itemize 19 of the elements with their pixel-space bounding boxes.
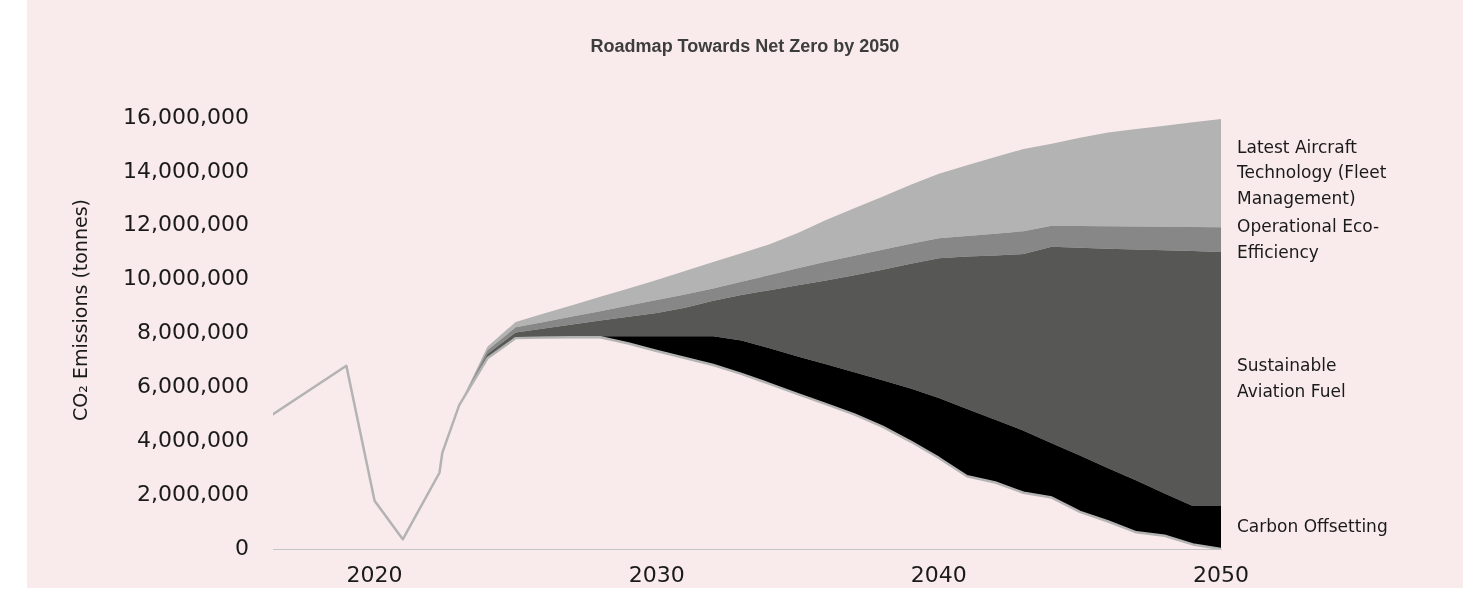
y-tick-label: 10,000,000 bbox=[123, 265, 249, 291]
y-axis-title: CO₂ Emissions (tonnes) bbox=[69, 199, 91, 421]
y-tick-label: 12,000,000 bbox=[123, 211, 249, 237]
series-label: Operational Eco-Efficiency bbox=[1237, 215, 1381, 264]
x-tick-label: 2040 bbox=[910, 561, 967, 587]
x-tick-label: 2030 bbox=[628, 561, 685, 587]
series-label: Sustainable Aviation Fuel bbox=[1237, 354, 1347, 403]
y-tick-label: 6,000,000 bbox=[137, 373, 249, 399]
series-label: Latest Aircraft Technology (Fleet Management) bbox=[1237, 135, 1388, 210]
y-tick-label: 4,000,000 bbox=[137, 426, 249, 452]
x-tick-label: 2020 bbox=[346, 561, 403, 587]
y-tick-label: 0 bbox=[235, 534, 249, 560]
series-label: Carbon Offsetting bbox=[1237, 515, 1389, 539]
x-tick-label: 2050 bbox=[1193, 561, 1249, 587]
y-tick-label: 2,000,000 bbox=[137, 480, 249, 506]
y-tick-label: 8,000,000 bbox=[137, 319, 249, 345]
y-tick-label: 14,000,000 bbox=[123, 157, 249, 183]
chart-title: Roadmap Towards Net Zero by 2050 bbox=[589, 36, 901, 57]
y-tick-label: 16,000,000 bbox=[123, 103, 249, 129]
